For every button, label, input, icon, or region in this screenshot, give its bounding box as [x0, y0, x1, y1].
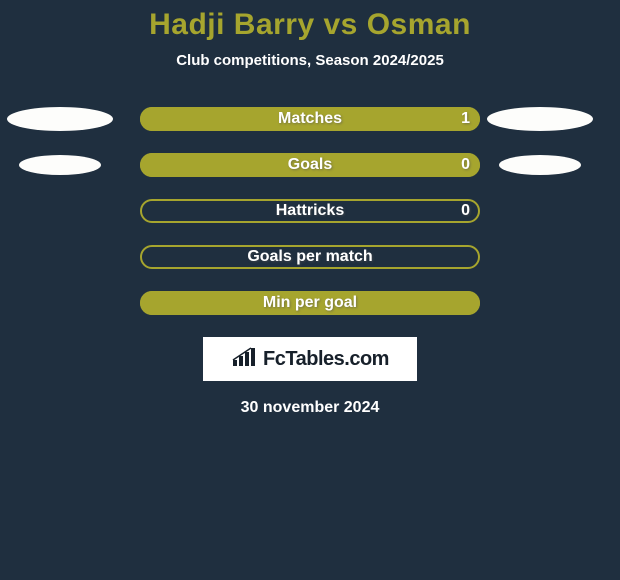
stat-row: Min per goal	[140, 291, 480, 315]
logo-box: FcTables.com	[203, 337, 417, 381]
bar-label: Matches	[140, 107, 480, 131]
date-line: 30 november 2024	[0, 399, 620, 417]
bar-right-value: 1	[461, 107, 470, 131]
bar-chart-icon	[231, 346, 257, 373]
page-title: Hadji Barry vs Osman	[0, 0, 620, 42]
player-ellipse	[19, 155, 101, 175]
logo-text: FcTables.com	[263, 348, 389, 371]
stat-row: Goals per match	[140, 245, 480, 269]
player-ellipse	[7, 107, 113, 131]
player-ellipse	[487, 107, 593, 131]
bar-label: Min per goal	[140, 291, 480, 315]
stat-row: Goals0	[140, 153, 480, 177]
bar-label: Goals per match	[140, 245, 480, 269]
bar-right-value: 0	[461, 153, 470, 177]
page-subtitle: Club competitions, Season 2024/2025	[0, 52, 620, 69]
bar-label: Hattricks	[140, 199, 480, 223]
bar-right-value: 0	[461, 199, 470, 223]
stats-area: Matches1Goals0Hattricks0Goals per matchM…	[0, 107, 620, 315]
player-ellipse	[499, 155, 581, 175]
stat-row: Matches1	[140, 107, 480, 131]
bar-label: Goals	[140, 153, 480, 177]
stat-row: Hattricks0	[140, 199, 480, 223]
comparison-infographic: Hadji Barry vs Osman Club competitions, …	[0, 0, 620, 580]
